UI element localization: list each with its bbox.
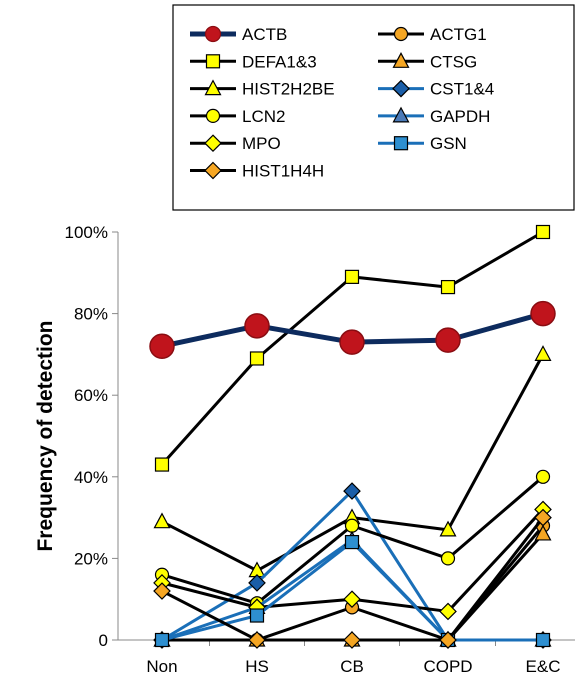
data-point <box>439 631 457 649</box>
legend-label: CTSG <box>430 52 477 71</box>
legend-label: GAPDH <box>430 107 490 126</box>
legend-marker <box>204 134 222 153</box>
legend-item-lcn2: LCN2 <box>190 107 285 126</box>
data-point <box>439 520 457 537</box>
legend-item-cst1-4: CST1&4 <box>378 80 494 99</box>
legend-label: CST1&4 <box>430 80 494 99</box>
legend-marker <box>205 54 221 69</box>
data-point <box>154 632 170 648</box>
series-hist1h4h <box>153 508 552 649</box>
data-point <box>249 351 265 366</box>
data-point <box>339 329 365 355</box>
legend-marker <box>392 52 410 68</box>
data-point <box>435 327 461 353</box>
series-actb <box>149 300 556 359</box>
data-point <box>344 269 360 284</box>
data-point <box>440 279 456 295</box>
x-tick-label: E&C <box>526 657 561 676</box>
data-point <box>244 313 270 339</box>
data-point <box>249 608 265 623</box>
data-point <box>535 224 551 240</box>
legend-label: GSN <box>430 134 467 153</box>
legend-item-hist1h4h: HIST1H4H <box>190 162 324 181</box>
legend-marker <box>205 108 221 124</box>
data-point <box>149 333 175 359</box>
x-tick-label: Non <box>146 657 177 676</box>
data-point <box>534 345 552 361</box>
legend-label: ACTB <box>242 25 287 44</box>
legend-label: MPO <box>242 134 281 153</box>
data-point <box>248 631 266 649</box>
x-tick-label: CB <box>340 657 364 676</box>
legend-label: HIST1H4H <box>242 162 324 181</box>
legend-label: HIST2H2BE <box>242 80 335 99</box>
legend: ACTB ACTG1 DEFA1&3 CTSG HIST2H2BE CST1&4 LCN2 G… <box>172 4 575 211</box>
data-point <box>530 300 556 327</box>
y-axis-title: Frequency of detection <box>34 320 57 551</box>
data-point <box>535 469 551 484</box>
data-point <box>534 524 552 541</box>
series-mpo <box>153 500 552 621</box>
legend-marker <box>204 79 222 96</box>
y-tick-label: 60% <box>74 386 108 405</box>
data-point <box>153 582 171 600</box>
legend-box <box>172 4 575 211</box>
legend-item-gapdh: GAPDH <box>378 106 490 126</box>
legend-label: LCN2 <box>242 107 285 126</box>
data-point <box>343 631 361 649</box>
data-point <box>534 508 552 527</box>
data-point <box>440 551 456 566</box>
series-defa1-3 <box>154 224 551 472</box>
legend-marker <box>204 25 222 43</box>
legend-item-ctsg: CTSG <box>378 52 477 71</box>
data-point <box>535 632 551 648</box>
legend-marker <box>393 26 409 42</box>
y-tick-label: 0 <box>99 631 108 650</box>
y-tick-label: 40% <box>74 468 108 487</box>
data-point <box>343 482 361 500</box>
legend-item-actg1: ACTG1 <box>378 25 487 44</box>
legend-marker <box>204 161 222 180</box>
legend-item-hist2h2be: HIST2H2BE <box>190 79 335 99</box>
data-point <box>343 590 361 609</box>
data-point <box>248 574 266 592</box>
y-tick-label: 80% <box>74 305 108 324</box>
x-tick-label: HS <box>245 657 269 676</box>
legend-item-actb: ACTB <box>190 25 287 44</box>
y-tick-label: 20% <box>74 549 108 568</box>
legend-marker <box>393 136 409 151</box>
data-point <box>344 518 360 533</box>
data-point <box>153 512 171 529</box>
x-tick-label: COPD <box>423 657 472 676</box>
legend-label: ACTG1 <box>430 25 487 44</box>
legend-item-mpo: MPO <box>190 134 281 153</box>
legend-marker <box>392 79 410 98</box>
data-point <box>439 602 457 621</box>
legend-item-defa1-3: DEFA1&3 <box>190 52 317 71</box>
legend-marker <box>392 106 410 123</box>
plot-area: 0 20% 40% 60% 80% 100% Non HS CB COPD E&C <box>65 223 575 676</box>
legend-label: DEFA1&3 <box>242 52 317 71</box>
y-tick-label: 100% <box>65 223 108 242</box>
data-point <box>344 534 360 550</box>
legend-item-gsn: GSN <box>378 134 467 153</box>
data-point <box>154 457 170 472</box>
